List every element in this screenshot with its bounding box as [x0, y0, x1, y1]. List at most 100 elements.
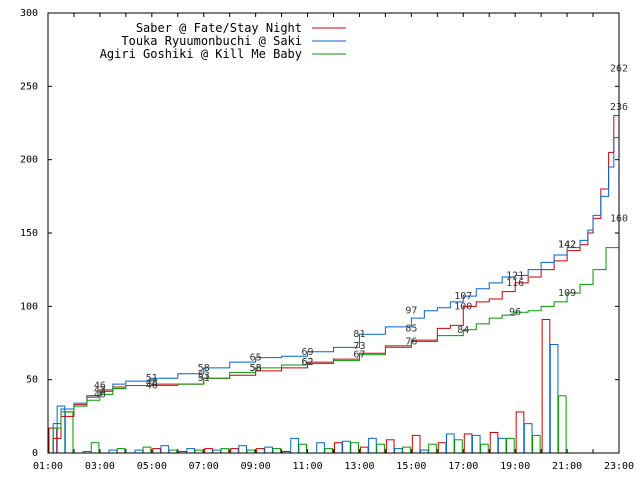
series-line [48, 68, 620, 454]
hourly-bar [342, 440, 351, 454]
hourly-bar [290, 437, 299, 454]
data-label: 51 [198, 373, 210, 384]
data-label: 48 [146, 378, 158, 389]
y-tick-label: 200 [20, 155, 38, 166]
data-label: 69 [302, 347, 314, 358]
hourly-bar [454, 439, 463, 454]
hourly-bar [334, 442, 343, 454]
data-label: 58 [250, 363, 262, 374]
hourly-bar [541, 319, 551, 454]
x-tick-label: 19:00 [500, 461, 530, 472]
data-label: 58 [250, 363, 262, 374]
x-tick-label: 07:00 [189, 461, 219, 472]
hourly-bar [368, 437, 377, 454]
hourly-bar [272, 448, 282, 454]
x-tick-label: 15:00 [396, 461, 426, 472]
data-label: 40 [94, 389, 106, 400]
hourly-bar [230, 448, 239, 454]
hourly-bar [471, 434, 481, 454]
y-tick-label: 150 [20, 228, 38, 239]
plot-frame [47, 12, 620, 454]
data-label: 73 [353, 341, 365, 352]
hourly-bars [48, 319, 567, 454]
series-line [48, 218, 620, 454]
hourly-bar [394, 448, 403, 454]
data-label: 85 [405, 323, 417, 334]
x-tick-label: 05:00 [137, 461, 167, 472]
y-tick-label: 0 [32, 448, 38, 459]
data-label: 58 [198, 363, 210, 374]
cumulative-lines [48, 68, 620, 454]
data-label: 100 [454, 301, 472, 312]
hourly-bar [186, 448, 196, 454]
hourly-bar [160, 445, 170, 454]
series-line [48, 106, 620, 454]
hourly-bar [220, 448, 230, 454]
hourly-bar [463, 433, 473, 454]
x-tick-label: 03:00 [85, 461, 115, 472]
data-label: 116 [506, 278, 524, 289]
hourly-bar [142, 446, 152, 454]
data-label: 121 [506, 271, 524, 282]
data-label: 76 [405, 337, 417, 348]
hourly-bar [238, 445, 247, 454]
data-label: 51 [146, 373, 158, 384]
hourly-bar [480, 443, 489, 454]
legend-label: Saber @ Fate/Stay Night [136, 21, 302, 35]
y-tick-label: 100 [20, 301, 38, 312]
hourly-bar [256, 448, 265, 454]
data-label: 96 [509, 307, 521, 318]
data-label: 67 [353, 350, 365, 361]
hourly-bar [64, 411, 74, 454]
hourly-bar [204, 448, 213, 454]
data-label: 142 [558, 240, 576, 251]
x-tick-label: 11:00 [292, 461, 322, 472]
legend-label: Agiri Goshiki @ Kill Me Baby [100, 47, 302, 61]
hourly-bar [549, 343, 559, 454]
hourly-bar [506, 437, 515, 454]
hourly-bar [385, 439, 395, 454]
hourly-bar [316, 442, 325, 454]
hourly-bar [264, 446, 273, 454]
hourly-bar [489, 431, 499, 454]
y-tick-label: 300 [20, 8, 38, 19]
data-label: 46 [94, 381, 106, 392]
hourly-bar [350, 442, 359, 454]
hourly-bar [497, 437, 507, 454]
data-label: 62 [302, 357, 314, 368]
data-label: 53 [198, 370, 210, 381]
data-label: 62 [302, 357, 314, 368]
hourly-bar [557, 395, 567, 454]
data-label: 46 [146, 381, 158, 392]
hourly-bar [152, 448, 161, 454]
x-tick-label: 01:00 [33, 461, 63, 472]
data-label: 84 [457, 325, 469, 336]
data-label: 43 [94, 385, 106, 396]
legend-label: Touka Ryuumonbuchi @ Saki [121, 34, 302, 48]
hourly-bar [428, 443, 437, 454]
hourly-bar [445, 433, 455, 454]
data-label: 142 [558, 240, 576, 251]
x-tick-label: 21:00 [552, 461, 582, 472]
x-tick-label: 23:00 [604, 461, 634, 472]
data-label: 97 [405, 306, 417, 317]
data-label: 107 [454, 291, 472, 302]
data-label: 65 [250, 353, 262, 364]
x-tick-label: 13:00 [344, 461, 374, 472]
y-tick-label: 250 [20, 81, 38, 92]
hourly-bar [116, 448, 126, 454]
hourly-bar [90, 442, 100, 454]
hourly-bar [523, 423, 533, 454]
data-label: 109 [558, 288, 576, 299]
x-tick-label: 09:00 [241, 461, 271, 472]
x-axis-ticks: 01:00 03:00 05:00 07:00 09:00 11:00 13:00 15:00… [33, 13, 634, 472]
hourly-bar [411, 434, 421, 454]
y-axis-ticks: 0 50 100 150 200 250 300 [20, 8, 619, 459]
hourly-bar [402, 446, 411, 454]
hourly-bar [376, 443, 385, 454]
hourly-bar [359, 446, 369, 454]
x-tick-label: 17:00 [448, 461, 478, 472]
data-label: 81 [353, 329, 365, 340]
